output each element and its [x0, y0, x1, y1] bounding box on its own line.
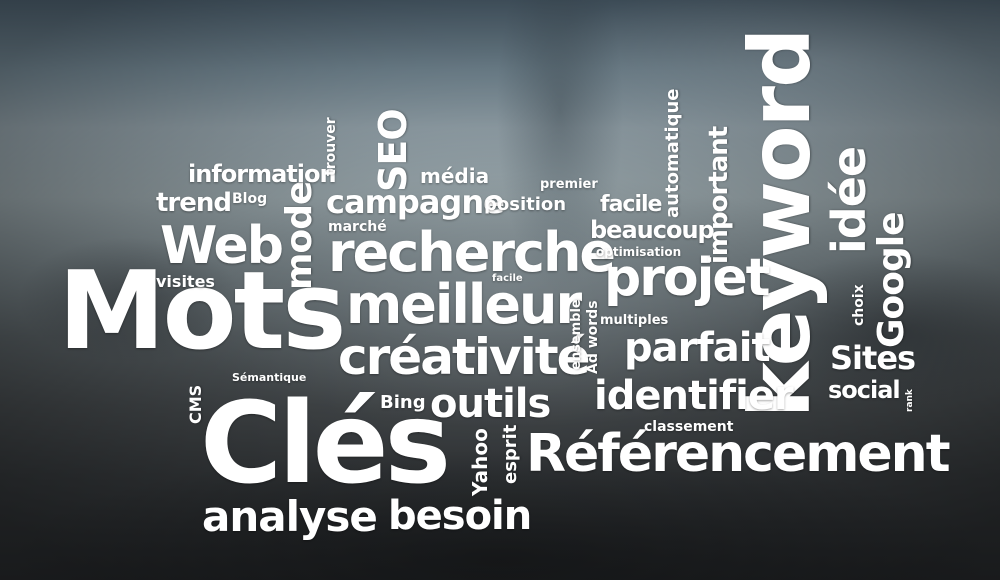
- word-facile: facile: [600, 192, 662, 217]
- word-premier: premier: [540, 177, 598, 192]
- word-ensemble: ensemble: [569, 299, 584, 370]
- word-sites: Sites: [830, 339, 916, 377]
- word-trend: trend: [156, 188, 232, 218]
- word-referencement: Référencement: [526, 424, 951, 484]
- word-bing: Bing: [380, 392, 426, 413]
- word-campagne: campagne: [326, 183, 505, 221]
- word-cles: Clés: [200, 379, 451, 509]
- word-visites: visites: [156, 272, 215, 291]
- word-meilleur: meilleur: [346, 273, 582, 336]
- word-facile-small: facile: [492, 273, 523, 284]
- word-beaucoup: beaucoup: [590, 216, 715, 244]
- word-esprit: esprit: [500, 424, 521, 484]
- word-semantique: Sémantique: [232, 371, 307, 384]
- word-google: Google: [871, 212, 912, 348]
- word-social: social: [828, 376, 901, 404]
- word-seo: SEO: [371, 109, 415, 192]
- word-creativite: créativité: [338, 328, 591, 386]
- word-projet: projet: [604, 248, 771, 308]
- word-identifier: identifier: [594, 373, 794, 419]
- word-trouver: trouver: [323, 117, 339, 176]
- word-mode: mode: [279, 181, 320, 290]
- word-blog: Blog: [232, 191, 268, 207]
- word-rank: rank: [905, 389, 915, 412]
- word-important: important: [704, 126, 734, 264]
- word-optimisation: optimisation: [596, 245, 682, 259]
- word-analyse: analyse: [202, 492, 378, 541]
- word-classement: classement: [644, 419, 734, 435]
- word-besoin: besoin: [388, 493, 532, 539]
- word-information: information: [188, 160, 337, 188]
- word-recherche: recherche: [328, 221, 616, 284]
- word-cms: CMS: [186, 384, 205, 424]
- word-ad-words: Ad words: [585, 300, 601, 374]
- word-web: Web: [160, 216, 284, 276]
- word-yahoo: Yahoo: [468, 428, 492, 496]
- word-automatique: automatique: [662, 88, 683, 218]
- word-media: média: [420, 164, 490, 188]
- word-mots: Mots: [58, 249, 347, 374]
- word-position: position: [484, 194, 567, 215]
- word-choix: choix: [851, 284, 867, 326]
- word-marche: marché: [328, 219, 387, 235]
- word-multiples: multiples: [600, 313, 669, 328]
- word-outils: outils: [430, 381, 551, 427]
- word-parfait: parfait: [624, 325, 771, 371]
- word-idee: idée: [822, 146, 876, 254]
